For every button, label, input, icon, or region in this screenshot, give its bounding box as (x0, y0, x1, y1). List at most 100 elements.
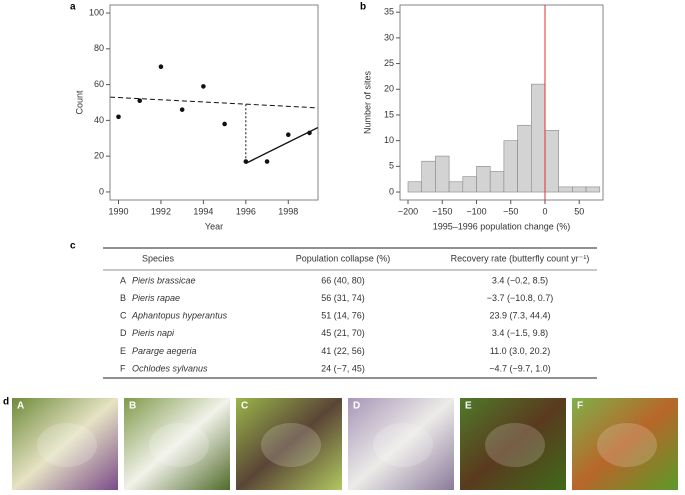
y-axis-label: Count (74, 90, 84, 115)
y-tick-label: 30 (384, 32, 394, 42)
photo-label: A (17, 401, 24, 412)
collapse-value: 56 (31, 74) (321, 293, 365, 303)
table-header: Recovery rate (butterfly count yr⁻¹) (451, 253, 590, 263)
bar (544, 130, 559, 193)
y-tick-label: 20 (384, 84, 394, 94)
point (137, 98, 143, 104)
butterfly-photo (348, 398, 454, 490)
point (285, 132, 291, 138)
recovery-value: −4.7 (−9.7, 1.0) (489, 363, 551, 373)
recovery-value: 3.4 (−1.5, 9.8) (492, 328, 548, 338)
panel-label: b (360, 2, 366, 13)
bar (530, 83, 546, 193)
photo-label: D (353, 401, 360, 412)
point (201, 84, 206, 89)
bar (558, 186, 573, 193)
y-tick-label: 0 (389, 186, 394, 196)
recovery-value: 23.9 (7.3, 44.4) (489, 311, 550, 321)
plot-frame (109, 4, 319, 201)
x-tick-label: −100 (466, 206, 486, 216)
x-axis-label: Year (205, 221, 223, 231)
species-name: Ochlodes sylvanus (132, 363, 208, 373)
butterfly-shape (485, 423, 545, 467)
butterfly-photo (124, 398, 230, 490)
y-axis-label: Number of sites (362, 70, 372, 134)
butterfly-shape (149, 423, 209, 467)
row-letter: E (120, 346, 126, 356)
panel-label: d (3, 397, 9, 408)
row-letter: B (120, 293, 126, 303)
bar (489, 171, 505, 193)
collapse-value: 41 (22, 56) (321, 346, 365, 356)
recovery-value: 3.4 (−0.2, 8.5) (492, 275, 548, 285)
bar (572, 186, 587, 193)
point (116, 114, 121, 120)
bar (517, 124, 532, 193)
x-tick-label: 50 (574, 206, 584, 216)
collapse-value: 66 (40, 80) (321, 275, 365, 285)
y-tick-label: 35 (384, 7, 394, 17)
photo-label: C (241, 401, 248, 412)
y-tick-label: 80 (94, 43, 104, 53)
trend-line (109, 96, 319, 109)
photo-label: F (577, 401, 583, 412)
y-tick-label: 60 (94, 79, 104, 89)
x-tick-label: 1998 (278, 206, 298, 216)
x-axis-label: 1995–1996 population change (%) (433, 221, 571, 231)
bar (448, 181, 464, 193)
trend-line (245, 126, 319, 164)
species-name: Pieris rapae (132, 293, 180, 303)
butterfly-photo (460, 398, 566, 490)
row-letter: F (120, 363, 126, 373)
x-tick-label: 1996 (236, 206, 256, 216)
recovery-value: −3.7 (−10.8, 0.7) (487, 293, 554, 303)
x-tick-label: −200 (398, 206, 418, 216)
point (243, 159, 249, 164)
y-tick-label: 10 (384, 135, 394, 145)
butterfly-shape (37, 423, 97, 467)
y-tick-label: 0 (99, 186, 104, 196)
photo-label: E (465, 401, 472, 412)
collapse-value: 24 (−7, 45) (321, 363, 365, 373)
x-tick-label: 1992 (151, 206, 171, 216)
y-tick-label: 5 (389, 161, 394, 171)
butterfly-shape (261, 423, 321, 467)
species-name: Aphantopus hyperantus (131, 311, 228, 321)
x-tick-label: 0 (542, 206, 547, 216)
x-tick-label: −150 (432, 206, 452, 216)
y-tick-label: 15 (384, 109, 394, 119)
point (307, 130, 312, 136)
y-tick-label: 25 (384, 58, 394, 68)
x-tick-label: 1990 (108, 206, 128, 216)
x-tick-label: −50 (503, 206, 518, 216)
collapse-value: 51 (14, 76) (321, 311, 365, 321)
row-letter: C (120, 311, 127, 321)
panel-label: a (70, 2, 76, 13)
butterfly-photo (12, 398, 118, 490)
y-tick-label: 20 (94, 151, 104, 161)
butterfly-photo (236, 398, 342, 490)
bar (421, 160, 436, 193)
row-letter: A (120, 275, 126, 285)
collapse-value: 45 (21, 70) (321, 328, 365, 338)
bar (585, 186, 601, 193)
point (158, 64, 164, 70)
recovery-value: 11.0 (3.0, 20.2) (490, 346, 550, 356)
table-header: Population collapse (%) (296, 253, 391, 263)
bar (407, 181, 423, 193)
species-name: Pieris napi (132, 328, 175, 338)
point (222, 121, 227, 127)
y-tick-label: 100 (89, 7, 104, 17)
point (264, 159, 270, 164)
butterfly-shape (597, 423, 657, 467)
butterfly-photo (572, 398, 678, 490)
photo-label: B (129, 401, 136, 412)
bar (462, 176, 477, 193)
bar (503, 140, 518, 193)
panel-label: c (70, 241, 76, 252)
species-name: Pararge aegeria (132, 346, 197, 356)
bar (476, 166, 491, 193)
species-name: Pieris brassicae (132, 275, 196, 285)
butterfly-shape (373, 423, 433, 467)
